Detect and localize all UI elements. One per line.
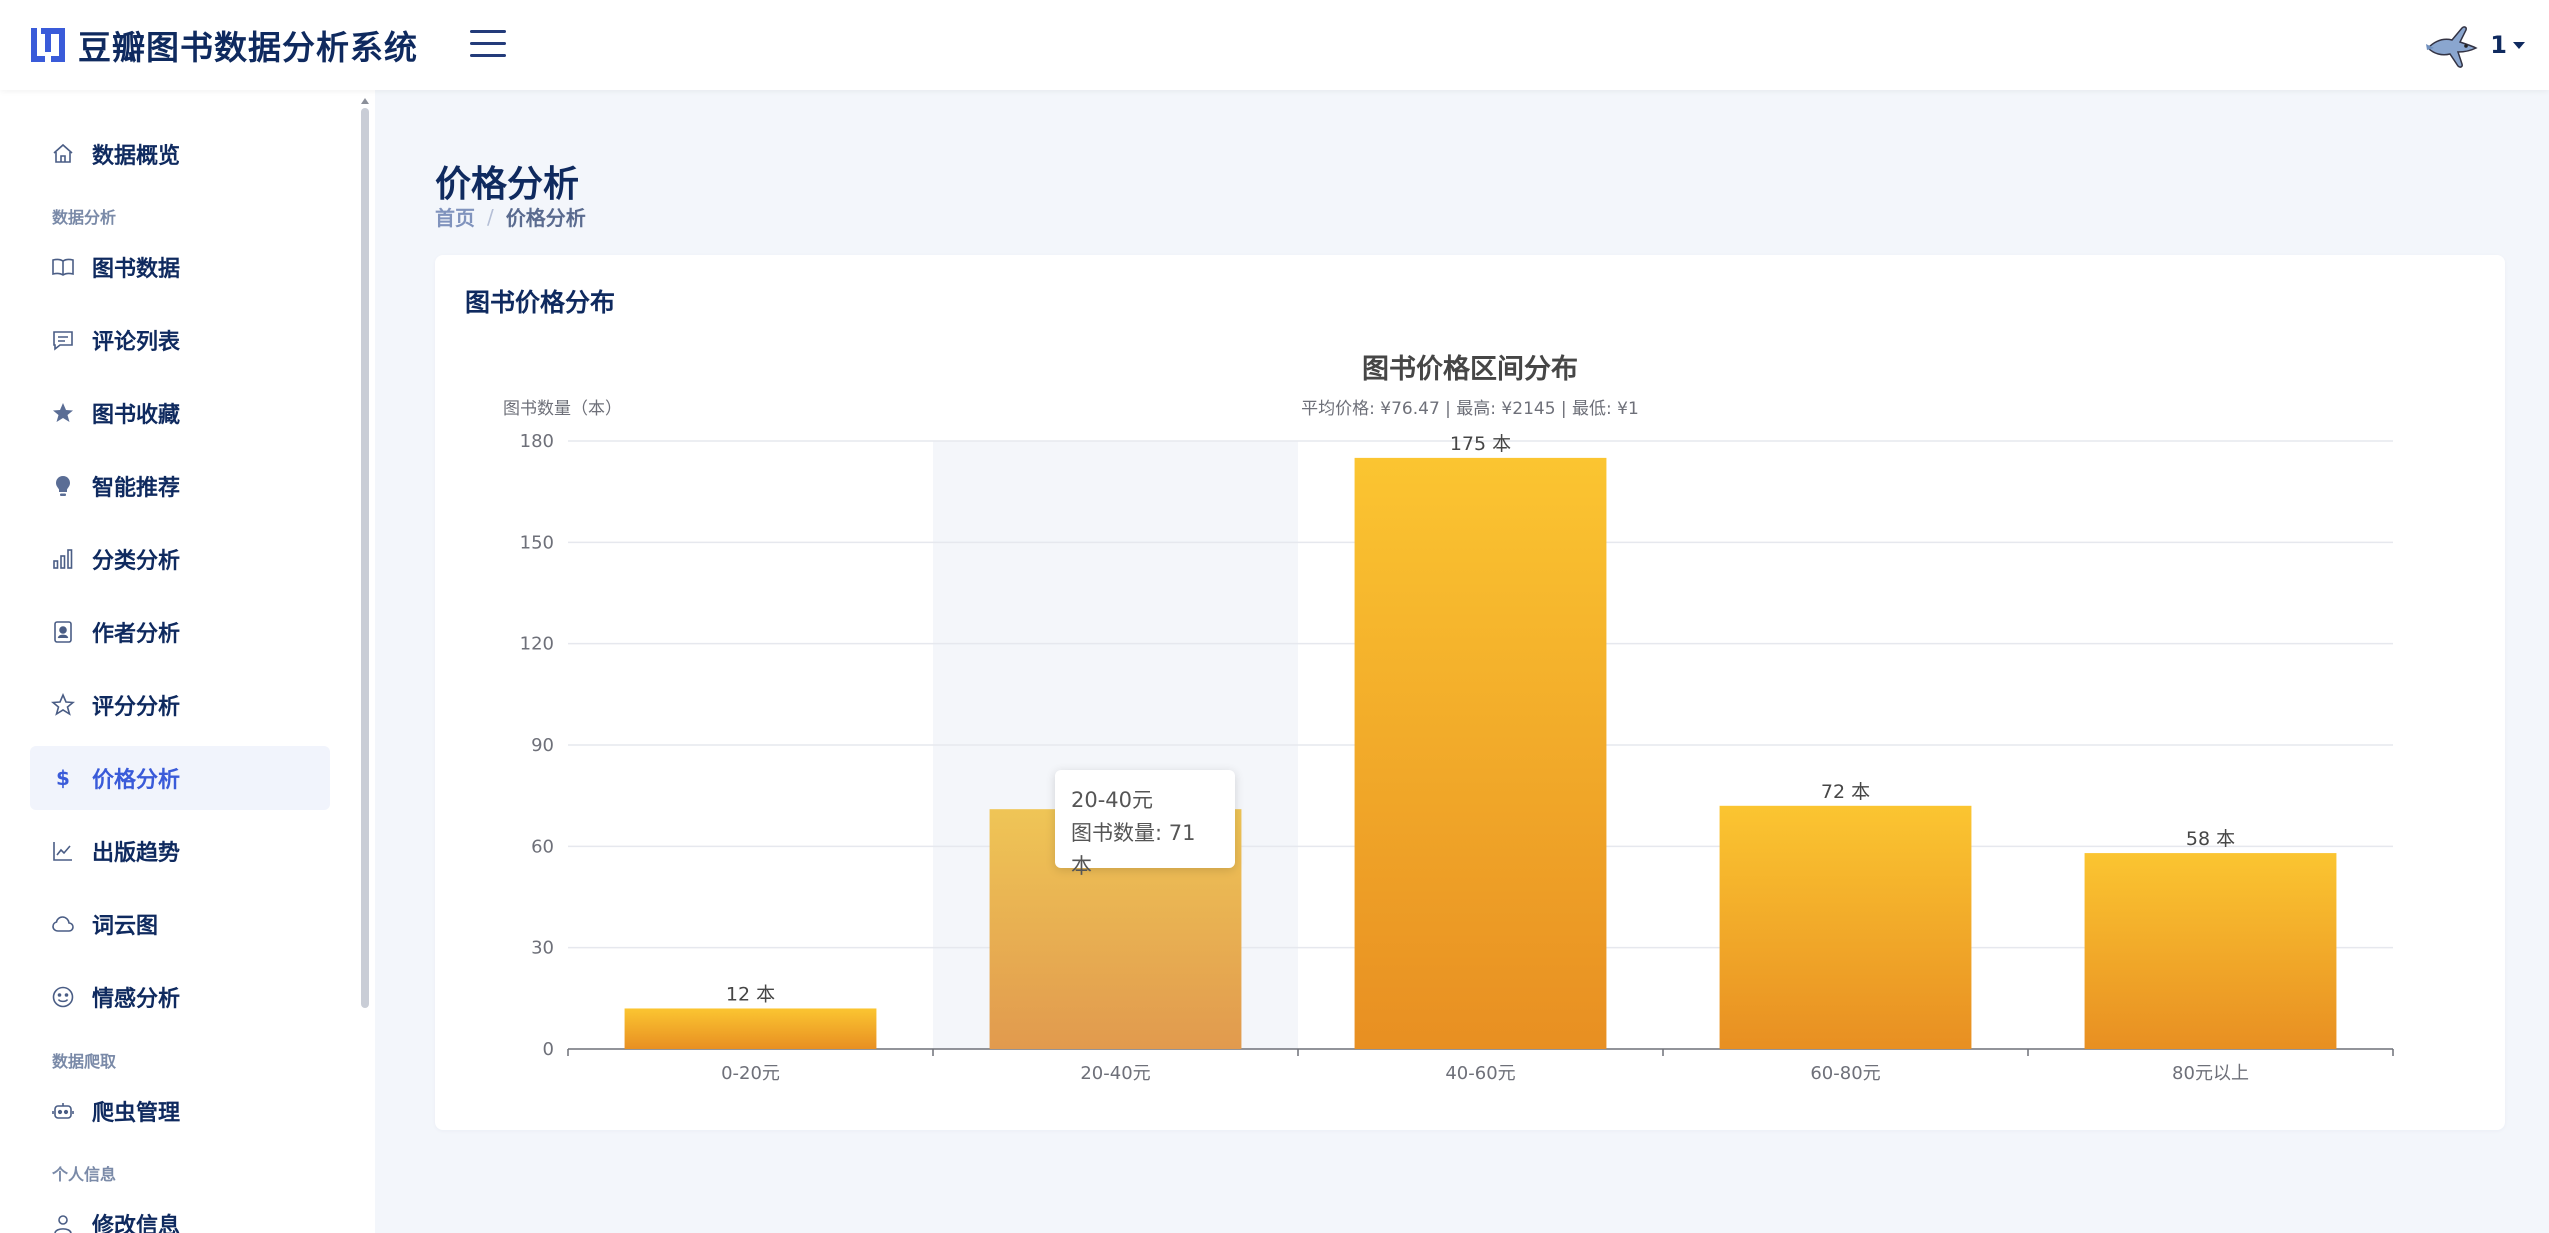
scrollbar-thumb[interactable] — [361, 108, 369, 1008]
page-title: 价格分析 — [435, 164, 580, 205]
x-tick-label: 0-20元 — [721, 1063, 780, 1084]
chart-subtitle: 平均价格: ¥76.47 | 最高: ¥2145 | 最低: ¥1 — [1301, 399, 1639, 419]
sidebar-item-label: 数据概览 — [92, 144, 181, 169]
sidebar-item-rating-analysis[interactable]: 评分分析 — [30, 673, 330, 737]
price-distribution-card: 图书价格分布 图书价格区间分布 平均价格: ¥76.47 | 最高: ¥2145… — [435, 255, 2505, 1130]
tooltip-value: 图书数量: 71 本 — [1071, 821, 1196, 878]
card-title: 图书价格分布 — [465, 288, 616, 317]
bar — [2084, 853, 2337, 1049]
sidebar-item-author-analysis[interactable]: 作者分析 — [30, 600, 330, 664]
sidebar-item-recommend[interactable]: 智能推荐 — [30, 454, 330, 518]
bar-chart-icon — [50, 546, 76, 572]
x-tick-label: 60-80元 — [1810, 1063, 1880, 1084]
robot-icon — [50, 1098, 76, 1124]
chart-title: 图书价格区间分布 — [1362, 354, 1578, 385]
sidebar-item-label: 智能推荐 — [92, 476, 181, 501]
bar — [624, 1008, 877, 1049]
sidebar-item-edit-profile[interactable]: 修改信息 — [30, 1192, 330, 1233]
sidebar-item-label: 评分分析 — [92, 695, 181, 720]
contact-card-icon — [50, 619, 76, 645]
user-name: 1 — [2490, 31, 2507, 59]
brand[interactable]: 豆瓣图书数据分析系统 — [28, 24, 418, 67]
home-icon — [50, 141, 76, 167]
sidebar-item-comments[interactable]: 评论列表 — [30, 308, 330, 372]
chart-plot-area: 0 30 60 90 120 150 180 0-20元 12 本 20-40元 40-60元 175… — [520, 431, 2394, 1084]
section-label-profile: 个人信息 — [52, 1165, 117, 1184]
sidebar-item-label: 图书收藏 — [92, 403, 181, 428]
sidebar-item-label: 作者分析 — [92, 622, 181, 647]
book-open-icon — [50, 254, 76, 280]
sidebar-item-crawler[interactable]: 爬虫管理 — [30, 1079, 330, 1143]
app-title: 豆瓣图书数据分析系统 — [78, 28, 418, 67]
avatar — [2426, 26, 2478, 68]
chart-tooltip: 20-40元 图书数量: 71 本 — [1055, 770, 1235, 878]
sidebar-item-label: 情感分析 — [92, 987, 181, 1012]
smile-icon — [50, 984, 76, 1010]
sidebar-item-favorites[interactable]: 图书收藏 — [30, 381, 330, 445]
y-tick-label: 0 — [543, 1039, 554, 1060]
bar-data-label: 72 本 — [1821, 781, 1870, 803]
line-chart-icon — [50, 838, 76, 864]
star-outline-icon — [50, 692, 76, 718]
price-chart[interactable]: 图书价格区间分布 平均价格: ¥76.47 | 最高: ¥2145 | 最低: … — [435, 255, 2505, 1130]
sidebar-item-label: 分类分析 — [92, 549, 181, 574]
breadcrumb: 首页 / 价格分析 — [435, 202, 586, 231]
scroll-up-icon[interactable] — [361, 98, 369, 104]
y-tick-label: 180 — [520, 431, 554, 452]
section-label-crawl: 数据爬取 — [52, 1052, 117, 1071]
chevron-down-icon — [2513, 41, 2525, 49]
y-tick-label: 150 — [520, 532, 554, 553]
bar-data-label: 12 本 — [726, 983, 775, 1005]
breadcrumb-current: 价格分析 — [505, 206, 586, 230]
svg-text:$: $ — [56, 766, 70, 790]
sidebar-item-label: 图书数据 — [92, 257, 181, 282]
y-tick-label: 90 — [531, 735, 554, 756]
bar — [1719, 805, 1972, 1049]
x-tick-label: 20-40元 — [1080, 1063, 1150, 1084]
cloud-icon — [50, 911, 76, 937]
bar-data-label: 58 本 — [2186, 828, 2235, 850]
sidebar-item-overview[interactable]: 数据概览 — [30, 122, 330, 186]
y-axis-label: 图书数量（本） — [503, 399, 622, 419]
sidebar-item-label: 评论列表 — [92, 330, 181, 355]
y-tick-label: 30 — [531, 938, 554, 959]
chart-svg: 图书价格区间分布 平均价格: ¥76.47 | 最高: ¥2145 | 最低: … — [503, 354, 2394, 1084]
sidebar-item-price-analysis[interactable]: $ 价格分析 — [30, 746, 330, 810]
star-filled-icon — [50, 400, 76, 426]
bar — [1354, 457, 1607, 1049]
sidebar-item-category-analysis[interactable]: 分类分析 — [30, 527, 330, 591]
sidebar: 数据概览 数据分析 图书数据 评论列表 图书收藏 智能推荐 — [0, 90, 375, 1233]
top-bar: 豆瓣图书数据分析系统 1 — [0, 0, 2549, 90]
app-logo-icon — [31, 28, 65, 62]
breadcrumb-home-link[interactable]: 首页 — [435, 206, 475, 230]
lightbulb-icon — [50, 473, 76, 499]
sidebar-item-label: 价格分析 — [92, 768, 181, 793]
sidebar-item-publish-trend[interactable]: 出版趋势 — [30, 819, 330, 883]
sidebar-item-word-cloud[interactable]: 词云图 — [30, 892, 330, 956]
sidebar-item-book-data[interactable]: 图书数据 — [30, 235, 330, 299]
section-label-analysis: 数据分析 — [52, 208, 117, 227]
user-icon — [50, 1211, 76, 1233]
y-tick-label: 120 — [520, 634, 554, 655]
x-tick-label: 40-60元 — [1445, 1063, 1515, 1084]
sidebar-scrollbar[interactable] — [360, 98, 370, 1223]
dollar-icon: $ — [50, 765, 76, 791]
sidebar-item-label: 修改信息 — [92, 1214, 181, 1233]
sidebar-item-label: 词云图 — [92, 914, 159, 939]
y-tick-label: 60 — [531, 836, 554, 857]
sidebar-item-sentiment[interactable]: 情感分析 — [30, 965, 330, 1029]
sidebar-item-label: 出版趋势 — [92, 841, 181, 866]
message-icon — [50, 327, 76, 353]
bar-data-label: 175 本 — [1450, 433, 1511, 455]
sidebar-item-label: 爬虫管理 — [92, 1101, 181, 1126]
user-menu[interactable]: 1 — [2422, 18, 2525, 72]
breadcrumb-separator: / — [487, 204, 494, 229]
x-tick-label: 80元以上 — [2172, 1063, 2249, 1084]
tooltip-category: 20-40元 — [1071, 788, 1154, 812]
menu-toggle-icon[interactable] — [470, 30, 506, 60]
